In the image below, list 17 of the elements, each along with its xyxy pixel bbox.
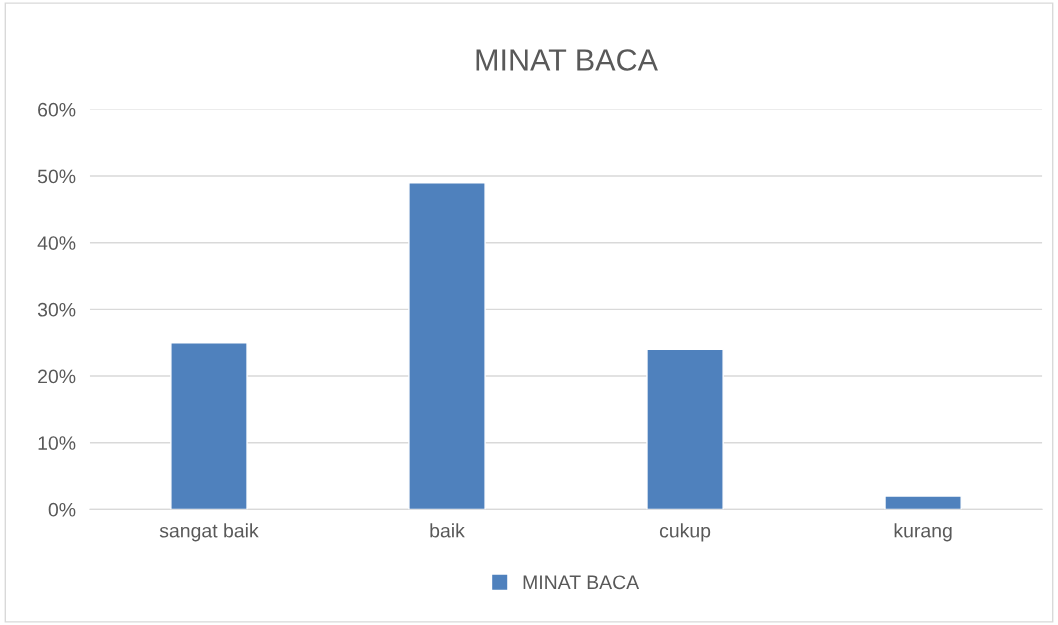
bar — [170, 342, 248, 510]
y-tick-label: 50% — [37, 169, 76, 184]
bar — [408, 182, 486, 510]
bar — [646, 348, 724, 510]
y-tick-label: 30% — [37, 302, 76, 317]
y-tick-label: 0% — [48, 502, 76, 517]
x-tick-label: cukup — [659, 523, 711, 542]
y-tick-label: 10% — [38, 436, 76, 450]
x-tick-label: sangat baik — [159, 523, 259, 542]
bar — [884, 495, 962, 510]
x-tick-label: kurang — [894, 523, 952, 542]
y-tick-label: 40% — [37, 236, 76, 250]
chart-title: MINAT BACA — [476, 49, 658, 71]
legend-label: MINAT BACA — [523, 575, 640, 590]
x-tick-label: baik — [430, 523, 465, 538]
y-tick-label: 60% — [38, 102, 76, 117]
y-tick-label: 20% — [38, 369, 76, 384]
